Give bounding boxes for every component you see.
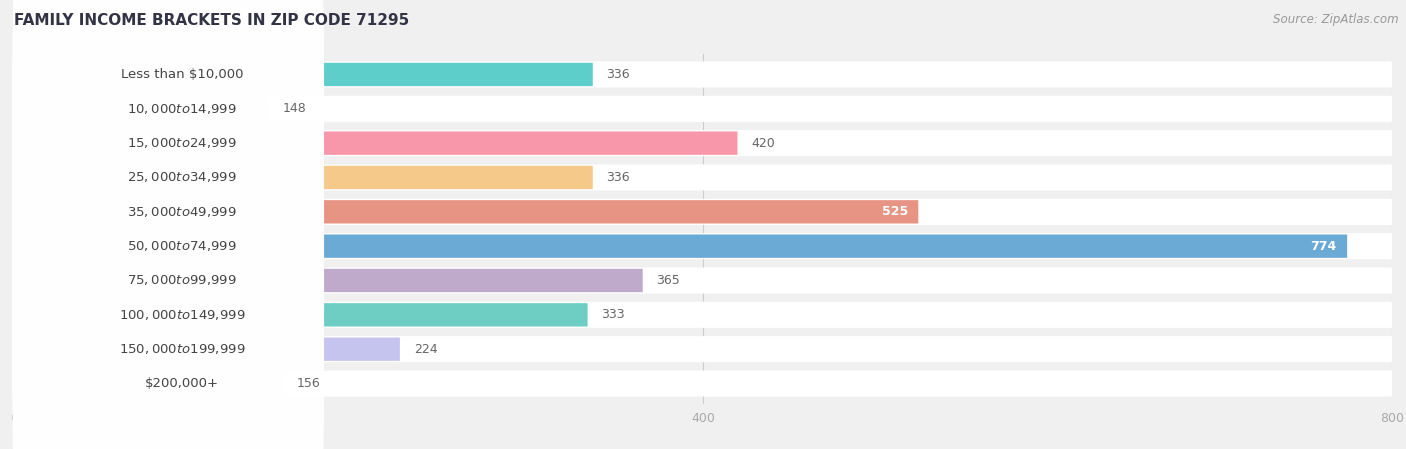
Text: 365: 365 (657, 274, 681, 287)
Text: 774: 774 (1310, 240, 1337, 253)
Text: $75,000 to $99,999: $75,000 to $99,999 (127, 273, 236, 287)
FancyBboxPatch shape (14, 372, 283, 395)
FancyBboxPatch shape (13, 65, 325, 290)
Text: Source: ZipAtlas.com: Source: ZipAtlas.com (1274, 13, 1399, 26)
Text: Less than $10,000: Less than $10,000 (121, 68, 243, 81)
Text: $150,000 to $199,999: $150,000 to $199,999 (118, 342, 245, 356)
FancyBboxPatch shape (13, 271, 325, 449)
FancyBboxPatch shape (14, 233, 1392, 259)
Text: 336: 336 (606, 171, 630, 184)
FancyBboxPatch shape (14, 63, 593, 86)
Text: 224: 224 (413, 343, 437, 356)
FancyBboxPatch shape (13, 0, 325, 187)
Text: $25,000 to $34,999: $25,000 to $34,999 (127, 171, 236, 185)
Text: 420: 420 (751, 136, 775, 150)
Text: $100,000 to $149,999: $100,000 to $149,999 (118, 308, 245, 322)
FancyBboxPatch shape (13, 168, 325, 393)
Text: 148: 148 (283, 102, 307, 115)
FancyBboxPatch shape (14, 200, 918, 224)
FancyBboxPatch shape (13, 134, 325, 359)
FancyBboxPatch shape (14, 62, 1392, 88)
FancyBboxPatch shape (14, 302, 1392, 328)
FancyBboxPatch shape (14, 336, 1392, 362)
FancyBboxPatch shape (14, 268, 1392, 294)
Text: FAMILY INCOME BRACKETS IN ZIP CODE 71295: FAMILY INCOME BRACKETS IN ZIP CODE 71295 (14, 13, 409, 28)
FancyBboxPatch shape (13, 237, 325, 449)
FancyBboxPatch shape (14, 269, 643, 292)
Text: $15,000 to $24,999: $15,000 to $24,999 (127, 136, 236, 150)
FancyBboxPatch shape (14, 303, 588, 326)
FancyBboxPatch shape (14, 338, 399, 361)
Text: $50,000 to $74,999: $50,000 to $74,999 (127, 239, 236, 253)
FancyBboxPatch shape (13, 99, 325, 324)
Text: 336: 336 (606, 68, 630, 81)
Text: 525: 525 (882, 205, 908, 218)
FancyBboxPatch shape (13, 0, 325, 221)
FancyBboxPatch shape (14, 96, 1392, 122)
Text: 156: 156 (297, 377, 321, 390)
FancyBboxPatch shape (14, 234, 1347, 258)
FancyBboxPatch shape (14, 130, 1392, 156)
Text: $10,000 to $14,999: $10,000 to $14,999 (127, 102, 236, 116)
Text: 333: 333 (602, 308, 626, 321)
FancyBboxPatch shape (14, 97, 269, 120)
FancyBboxPatch shape (14, 199, 1392, 225)
FancyBboxPatch shape (13, 31, 325, 256)
Text: $200,000+: $200,000+ (145, 377, 219, 390)
FancyBboxPatch shape (14, 132, 738, 155)
FancyBboxPatch shape (13, 202, 325, 427)
FancyBboxPatch shape (14, 370, 1392, 396)
Text: $35,000 to $49,999: $35,000 to $49,999 (127, 205, 236, 219)
FancyBboxPatch shape (14, 166, 593, 189)
FancyBboxPatch shape (14, 164, 1392, 190)
